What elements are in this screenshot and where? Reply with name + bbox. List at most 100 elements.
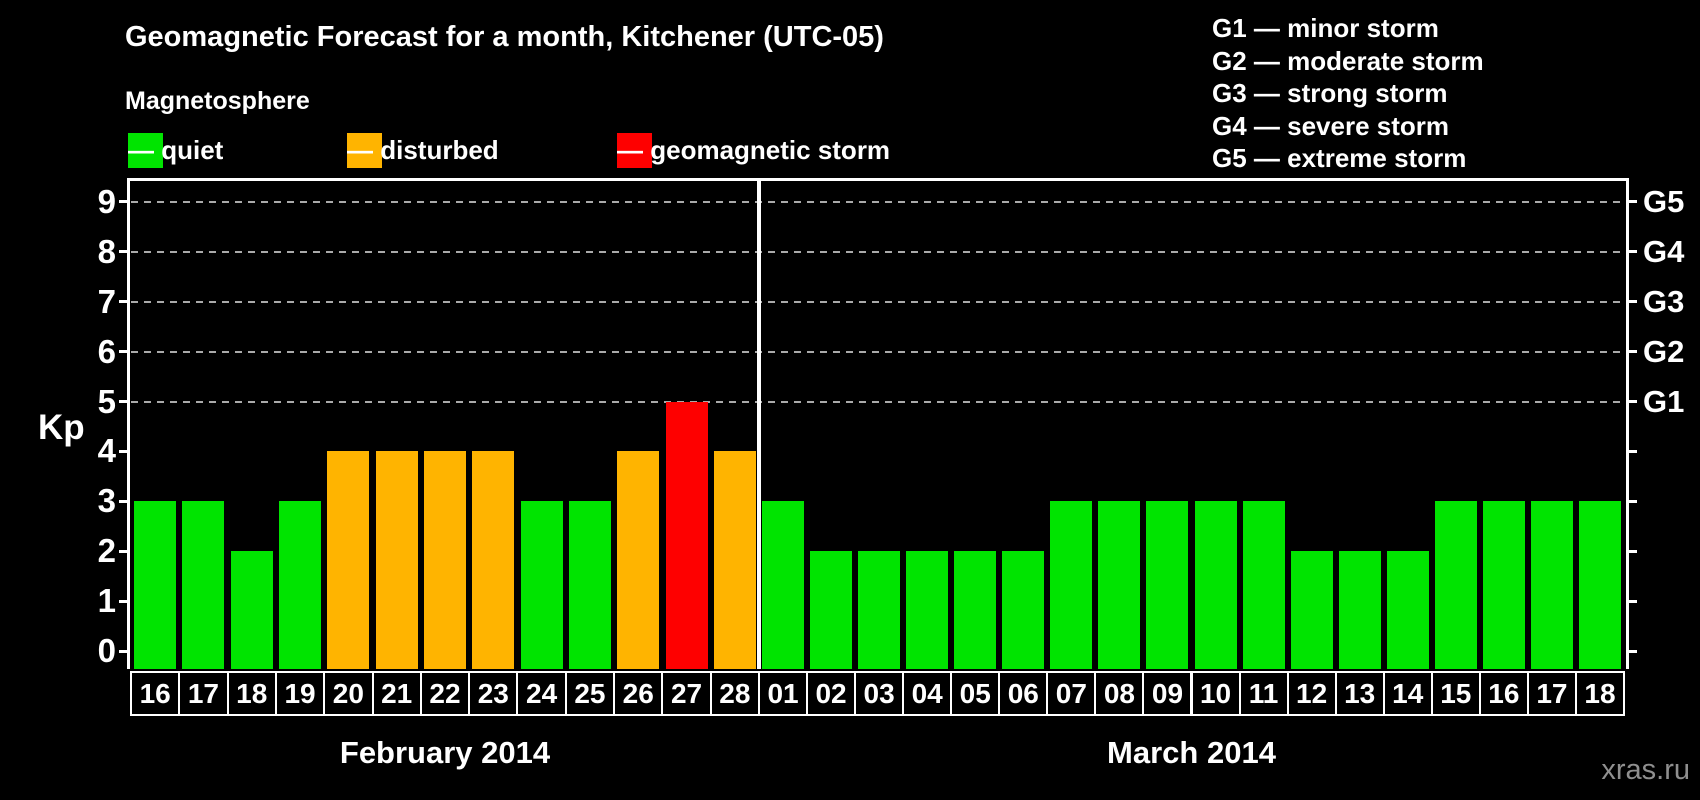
y-tick	[119, 649, 130, 653]
watermark: xras.ru	[1601, 754, 1690, 786]
y-tick-label: 5	[97, 382, 116, 420]
g-axis-label: G3	[1643, 283, 1685, 319]
kp-bar	[1290, 551, 1333, 669]
kp-bar	[810, 551, 853, 669]
y-tick-label: 6	[97, 332, 116, 370]
kp-bar	[1578, 501, 1621, 669]
kp-bar	[665, 401, 708, 669]
kp-bar	[1482, 501, 1525, 669]
y-tick-right	[1626, 599, 1637, 603]
y-tick	[119, 400, 130, 403]
kp-bar	[1146, 501, 1189, 669]
day-cell: 16	[130, 671, 181, 716]
day-cell: 28	[709, 671, 760, 716]
g-axis-label: G5	[1643, 183, 1685, 219]
kp-bar	[1002, 551, 1045, 669]
legend-swatch-disturbed	[347, 133, 382, 168]
month-label: March 2014	[1107, 735, 1276, 770]
kp-bar	[858, 551, 901, 669]
kp-bar	[1434, 501, 1477, 669]
day-cell: 05	[950, 671, 1001, 716]
kp-gridline	[131, 350, 1624, 353]
day-cell: 09	[1142, 671, 1193, 716]
y-tick-right	[1626, 400, 1637, 403]
legend-swatch-quiet	[128, 133, 163, 168]
y-tick-label: 3	[97, 482, 116, 520]
day-cell: 22	[419, 671, 471, 716]
kp-bar	[230, 551, 273, 669]
legend-item-label: — quiet	[128, 135, 224, 165]
y-tick	[119, 200, 130, 204]
y-tick-right	[1626, 300, 1637, 304]
g-scale-item: G2 — moderate storm	[1212, 45, 1484, 76]
kp-bar	[1194, 501, 1237, 669]
y-tick-label: 0	[97, 632, 116, 669]
day-cell: 18	[226, 671, 277, 716]
g-scale-item: G3 — strong storm	[1212, 78, 1448, 108]
kp-bar	[1530, 501, 1573, 669]
legend-heading: Magnetosphere	[125, 87, 310, 115]
kp-bar	[1050, 501, 1093, 669]
kp-bar	[182, 501, 225, 669]
day-cell: 14	[1382, 671, 1433, 716]
y-tick	[119, 300, 130, 304]
legend-swatch-storm	[617, 133, 652, 168]
g-scale-legend: G1 — minor storm G2 — moderate storm G3 — …	[1212, 12, 1484, 175]
day-cell: 26	[613, 671, 664, 716]
kp-bar	[617, 451, 660, 669]
kp-gridline	[131, 250, 1624, 253]
y-tick-right	[1626, 549, 1637, 553]
day-cell: 17	[178, 671, 229, 716]
kp-bar	[906, 551, 949, 669]
legend-item-label: — geomagnetic storm	[617, 135, 891, 165]
day-cell: 04	[902, 671, 953, 716]
day-cell: 06	[998, 671, 1049, 716]
day-cell: 10	[1190, 671, 1241, 716]
day-cell: 01	[758, 671, 809, 716]
y-tick-right	[1626, 649, 1637, 653]
y-tick-right	[1626, 449, 1637, 453]
kp-bar	[1242, 501, 1285, 669]
y-tick-label: 7	[97, 282, 116, 320]
kp-bar	[1386, 551, 1429, 669]
day-cell: 20	[323, 671, 374, 716]
kp-bar	[279, 501, 322, 669]
kp-bar	[713, 451, 756, 669]
day-cell: 12	[1286, 671, 1337, 716]
kp-bar	[1338, 551, 1381, 669]
y-tick-label: 2	[97, 532, 116, 570]
g-axis-label: G4	[1643, 233, 1685, 269]
y-tick-label: 9	[97, 182, 116, 220]
day-cell: 13	[1334, 671, 1385, 716]
kp-gridline	[131, 300, 1624, 303]
kp-bar	[424, 451, 466, 669]
kp-axis-label: Kp	[38, 408, 85, 447]
kp-bar	[762, 501, 805, 669]
kp-bar	[327, 451, 370, 669]
day-cell: 15	[1430, 671, 1481, 716]
g-scale-item: G4 — severe storm	[1212, 110, 1450, 141]
kp-gridline	[131, 400, 1624, 403]
kp-bar	[520, 501, 563, 669]
y-tick-right	[1626, 250, 1637, 254]
day-cell: 23	[468, 671, 519, 716]
legend-item-label: — disturbed	[347, 135, 499, 165]
day-cell: 07	[1046, 671, 1097, 716]
day-cell: 25	[564, 671, 616, 716]
chart-title: Geomagnetic Forecast for a month, Kitche…	[125, 21, 884, 53]
month-label: February 2014	[339, 735, 551, 770]
kp-bar	[568, 501, 611, 669]
y-tick	[119, 449, 130, 453]
g-scale-item: G1 — minor storm	[1212, 13, 1439, 43]
y-tick-right	[1626, 350, 1637, 354]
day-cell: 21	[371, 671, 422, 716]
g-axis-label: G1	[1643, 383, 1685, 419]
kp-bar	[1098, 501, 1141, 669]
day-cell: 08	[1094, 671, 1145, 716]
day-cell: 27	[661, 671, 712, 716]
y-tick	[119, 250, 130, 254]
y-tick	[119, 499, 130, 503]
y-tick-label: 1	[97, 582, 116, 620]
day-cell: 18	[1574, 671, 1625, 716]
